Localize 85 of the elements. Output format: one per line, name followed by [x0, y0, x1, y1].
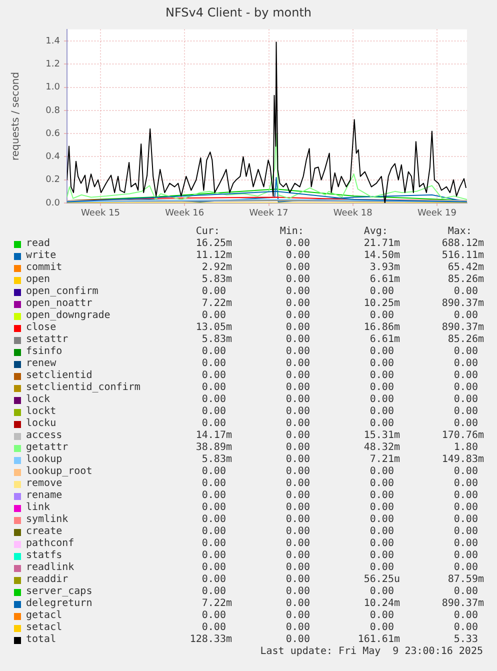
legend-label: setacl: [26, 622, 64, 634]
legend-label: delegreturn: [26, 598, 94, 610]
legend-label: open_noattr: [26, 298, 94, 310]
legend-label: statfs: [26, 550, 64, 562]
x-tick-label: Week 19: [417, 208, 457, 219]
y-tick-label: 0.6: [46, 128, 60, 139]
text: 13.05m 0.00 16.86m 890.37m: [196, 322, 484, 333]
text: 5.83m 0.00 6.61m 85.26m: [202, 334, 484, 345]
text: 14.17m 0.00 15.31m 170.76m: [196, 430, 484, 441]
legend-label: setclientid_confirm: [26, 382, 142, 394]
text: 0.00 0.00 0.00 0.00: [202, 382, 478, 393]
x-tick-label: Week 17: [249, 208, 288, 219]
x-tick-label: Week 16: [165, 208, 204, 219]
y-tick-label: 1.2: [46, 59, 60, 70]
legend-label: open: [26, 274, 52, 286]
legend-label: lookup: [26, 454, 64, 466]
x-tick-label: Week 18: [333, 208, 373, 219]
y-tick-label: 1.4: [46, 36, 60, 46]
text: 0.00 0.00 0.00 0.00: [202, 394, 478, 405]
text: 0.00 0.00 0.00 0.00: [202, 538, 478, 549]
text: 5.83m 0.00 6.61m 85.26m: [202, 274, 484, 285]
text: 0.00 0.00 0.00 0.00: [202, 466, 478, 477]
legend-label: commit: [26, 262, 64, 274]
legend-label: fsinfo: [26, 346, 64, 358]
text: 0.00 0.00 0.00 0.00: [202, 490, 478, 501]
legend-label: open_downgrade: [26, 310, 112, 322]
text: 16.25m 0.00 21.71m 688.12m: [196, 238, 484, 249]
chart-title: NFSv4 Client - by month: [165, 5, 312, 20]
legend-label: read: [26, 238, 52, 250]
text: 0.00 0.00 0.00 0.00: [202, 406, 478, 417]
text: 0.00 0.00 0.00 0.00: [202, 562, 478, 573]
legend-label: getattr: [26, 442, 70, 454]
legend-label: symlink: [26, 514, 70, 526]
legend-label: locku: [26, 418, 58, 430]
text: 0.00 0.00 0.00 0.00: [202, 586, 478, 597]
text: Last update: Fri May 9 23:00:16 2025: [259, 646, 484, 658]
text: 0.00 0.00 0.00 0.00: [202, 526, 478, 537]
legend-label: write: [26, 250, 58, 262]
text: 11.12m 0.00 14.50m 516.11m: [196, 250, 484, 261]
text: Cur: Min: Avg: Max:: [196, 226, 472, 237]
text: 0.00 0.00 0.00 0.00: [202, 370, 478, 381]
legend-label: readdir: [26, 574, 70, 586]
legend-label: close: [26, 322, 58, 334]
text: 38.89m 0.00 48.32m 1.80: [196, 442, 478, 453]
text: 0.00 0.00 0.00 0.00: [202, 622, 478, 633]
y-tick-label: 0.4: [46, 152, 60, 162]
legend-label: server_caps: [26, 586, 94, 598]
legend-label: getacl: [26, 610, 64, 622]
legend-label: link: [26, 502, 52, 514]
y-tick-label: 1.0: [46, 82, 60, 93]
legend-label: total: [26, 634, 58, 646]
x-tick-label: Week 15: [81, 208, 120, 219]
y-tick-label: 0.0: [46, 198, 60, 208]
legend-label: setattr: [26, 334, 70, 346]
text: 0.00 0.00 0.00 0.00: [202, 286, 478, 297]
y-tick-label: 0.2: [46, 175, 60, 186]
text: 7.22m 0.00 10.25m 890.37m: [202, 298, 484, 309]
y-axis-title: requests / second: [10, 72, 22, 161]
text: 0.00 0.00 0.00 0.00: [202, 550, 478, 561]
legend-label: pathconf: [26, 538, 76, 550]
text: 0.00 0.00 0.00 0.00: [202, 478, 478, 489]
text: 0.00 0.00 0.00 0.00: [202, 358, 478, 369]
legend-label: renew: [26, 358, 58, 370]
legend-label: readlink: [26, 562, 76, 574]
legend-label: lock: [26, 394, 52, 406]
text: 0.00 0.00 0.00 0.00: [202, 514, 478, 525]
text: 0.00 0.00 0.00 0.00: [202, 310, 478, 321]
text: 2.92m 0.00 3.93m 65.42m: [202, 262, 484, 273]
y-tick-label: 0.8: [46, 106, 60, 116]
text: 0.00 0.00 0.00 0.00: [202, 346, 478, 357]
text: 0.00 0.00 0.00 0.00: [202, 418, 478, 429]
text: 0.00 0.00 0.00 0.00: [202, 502, 478, 513]
text: 0.00 0.00 0.00 0.00: [202, 610, 478, 621]
legend-label: rename: [26, 490, 64, 502]
text: 128.33m 0.00 161.61m 5.33: [190, 634, 478, 645]
text: 0.00 0.00 56.25u 87.59m: [202, 574, 484, 585]
text: 7.22m 0.00 10.24m 890.37m: [202, 598, 484, 609]
text: 5.83m 0.00 7.21m 149.83m: [202, 454, 484, 465]
legend-label: create: [26, 526, 64, 538]
legend-label: lookup_root: [26, 466, 94, 478]
legend-label: access: [26, 430, 64, 442]
legend-label: open_confirm: [26, 286, 100, 298]
legend-label: setclientid: [26, 370, 94, 382]
legend-label: remove: [26, 478, 64, 490]
legend-label: lockt: [26, 406, 58, 418]
